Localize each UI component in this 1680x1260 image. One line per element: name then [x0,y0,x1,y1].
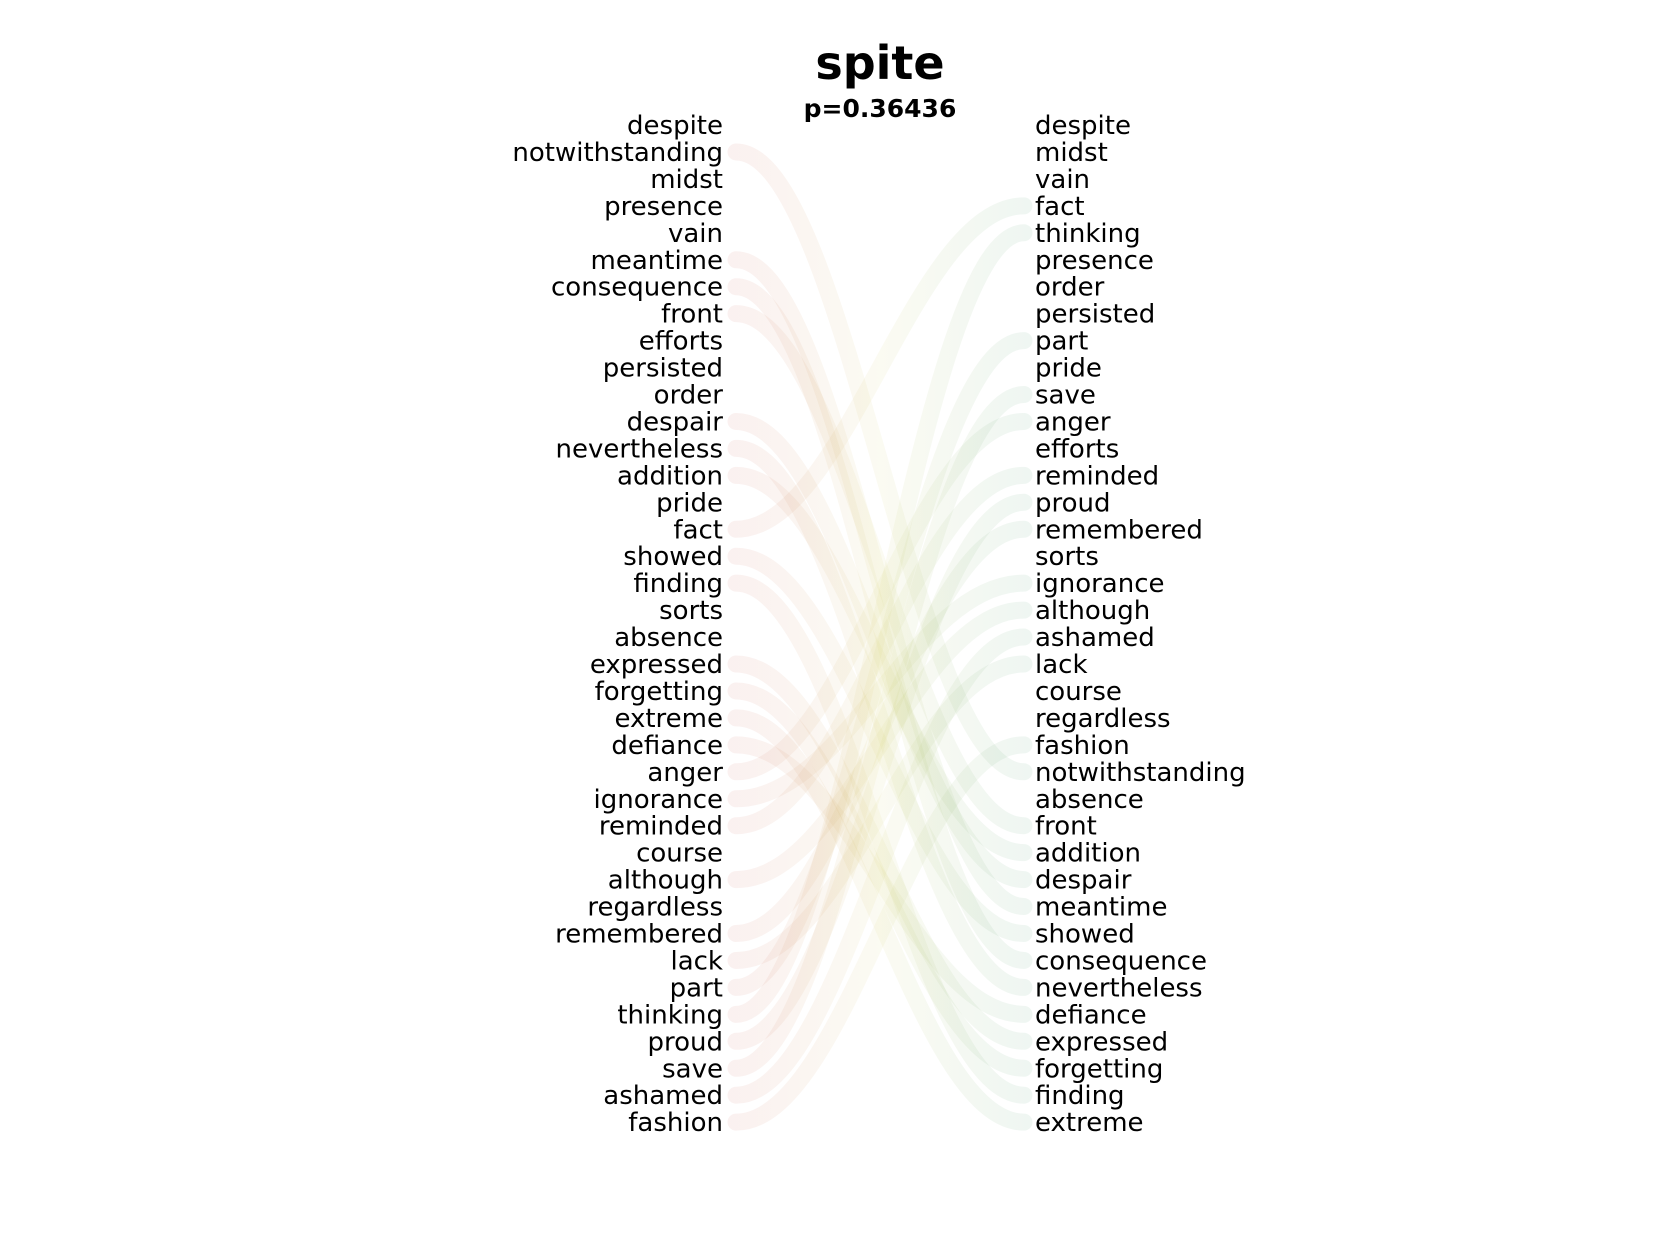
ribbon-proud [727,493,1033,1050]
left-word-notwithstanding: notwithstanding [512,138,723,168]
left-word-extreme: extreme [614,704,723,734]
right-word-midst: midst [1035,138,1108,168]
right-word-extreme: extreme [1035,1108,1144,1138]
right-word-thinking: thinking [1035,219,1141,249]
right-word-finding: finding [1035,1081,1125,1111]
right-word-anger: anger [1035,407,1111,437]
left-word-list: despitenotwithstandingmidstpresencevainm… [512,111,723,1138]
left-word-save: save [662,1054,723,1084]
right-word-consequence: consequence [1035,946,1207,976]
left-word-forgetting: forgetting [595,677,723,707]
right-word-presence: presence [1035,246,1154,276]
left-word-fact: fact [673,515,723,545]
rank-change-ribbons [727,143,1033,1131]
left-word-although: although [608,866,723,896]
right-word-course: course [1035,677,1122,707]
right-word-lack: lack [1035,650,1088,680]
diagram-subtitle: p=0.36436 [804,94,957,123]
right-word-persisted: persisted [1035,300,1155,330]
left-word-finding: finding [633,569,723,599]
left-word-ignorance: ignorance [593,785,723,815]
left-word-efforts: efforts [639,327,723,357]
right-word-despite: despite [1035,111,1131,141]
left-word-despite: despite [627,111,723,141]
left-word-nevertheless: nevertheless [555,434,723,464]
right-word-fashion: fashion [1035,731,1130,761]
right-word-forgetting: forgetting [1035,1054,1163,1084]
left-word-meantime: meantime [591,246,723,276]
right-word-save: save [1035,381,1096,411]
left-word-proud: proud [647,1027,723,1057]
right-word-defiance: defiance [1035,1000,1147,1030]
left-word-despair: despair [627,407,724,437]
right-word-addition: addition [1035,839,1141,869]
left-word-showed: showed [623,542,723,572]
left-word-regardless: regardless [587,893,723,923]
diagram-title: spite [815,36,944,90]
right-word-showed: showed [1035,920,1135,950]
right-word-despair: despair [1035,866,1132,896]
left-word-addition: addition [617,461,723,491]
left-word-fashion: fashion [628,1108,723,1138]
right-word-front: front [1035,812,1097,842]
right-word-remembered: remembered [1035,515,1203,545]
left-word-vain: vain [668,219,723,249]
ribbon-fact [727,197,1033,538]
left-word-ashamed: ashamed [603,1081,723,1111]
left-word-expressed: expressed [590,650,723,680]
left-word-anger: anger [647,758,723,788]
right-word-order: order [1035,273,1105,303]
right-word-list: despitemidstvainfactthinkingpresenceorde… [1035,111,1246,1138]
right-word-efforts: efforts [1035,434,1119,464]
left-word-sorts: sorts [659,596,723,626]
left-word-remembered: remembered [555,920,723,950]
left-word-persisted: persisted [603,354,723,384]
right-word-reminded: reminded [1035,461,1159,491]
left-word-front: front [661,300,723,330]
left-word-reminded: reminded [599,812,723,842]
ribbon-fashion [727,736,1033,1131]
left-word-absence: absence [614,623,723,653]
left-word-consequence: consequence [551,273,723,303]
right-word-regardless: regardless [1035,704,1171,734]
ribbon-thinking [727,224,1033,1023]
right-word-nevertheless: nevertheless [1035,973,1203,1003]
right-word-ignorance: ignorance [1035,569,1165,599]
left-word-order: order [654,381,724,411]
left-word-pride: pride [656,488,723,518]
ribbon-notwithstanding [727,143,1033,781]
right-word-although: although [1035,596,1150,626]
ribbon-front [727,305,1033,835]
right-word-part: part [1035,327,1088,357]
left-word-part: part [670,973,723,1003]
left-word-defiance: defiance [611,731,723,761]
left-word-presence: presence [604,192,723,222]
ribbon-ashamed [727,628,1033,1104]
right-word-proud: proud [1035,488,1111,518]
left-word-midst: midst [650,165,723,195]
right-word-pride: pride [1035,354,1102,384]
right-word-vain: vain [1035,165,1090,195]
right-word-ashamed: ashamed [1035,623,1155,653]
left-word-lack: lack [670,946,723,976]
right-word-notwithstanding: notwithstanding [1035,758,1246,788]
left-word-thinking: thinking [617,1000,723,1030]
right-word-fact: fact [1035,192,1085,222]
right-word-sorts: sorts [1035,542,1099,572]
ribbon-part [727,332,1033,996]
right-word-expressed: expressed [1035,1027,1168,1057]
right-word-meantime: meantime [1035,893,1167,923]
right-word-absence: absence [1035,785,1144,815]
left-word-course: course [636,839,723,869]
ribbon-save [727,386,1033,1077]
